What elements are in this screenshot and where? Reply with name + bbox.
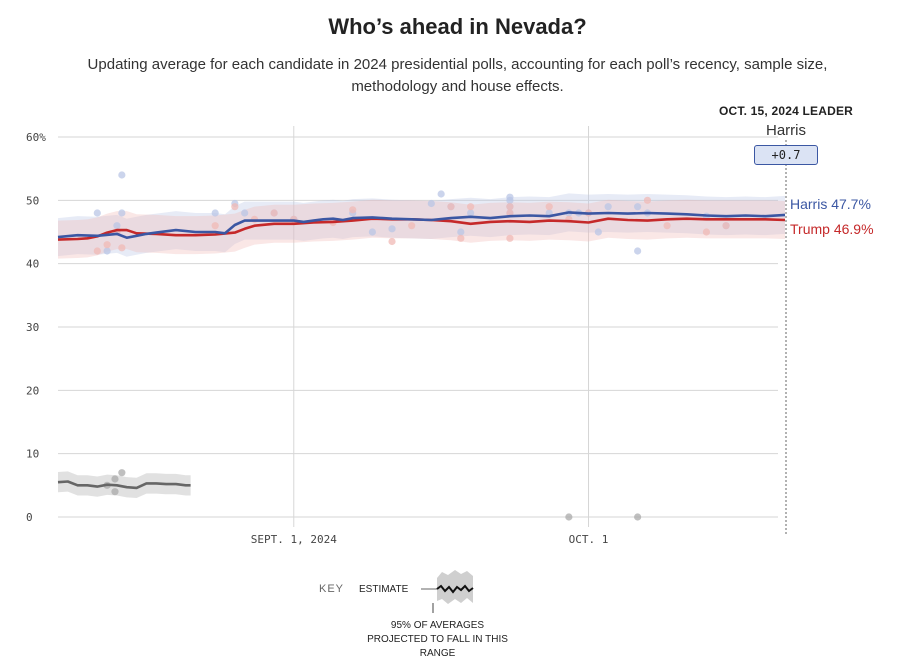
chart-subtitle: Updating average for each candidate in 2… xyxy=(87,56,828,95)
chart-title: Who’s ahead in Nevada? xyxy=(328,14,587,39)
harris-band xyxy=(58,193,785,257)
leader-heading: OCT. 15, 2024 LEADER xyxy=(718,104,854,118)
trump-poll-dot xyxy=(545,203,553,211)
y-tick-label: 30 xyxy=(26,321,39,334)
gridlines xyxy=(58,126,787,535)
harris-poll-dot xyxy=(506,193,514,201)
leader-margin-badge: +0.7 xyxy=(754,145,818,165)
trump-poll-dot xyxy=(506,209,514,217)
other-poll-dot xyxy=(111,475,119,483)
trump-poll-dot xyxy=(506,203,514,211)
trump-poll-dot xyxy=(447,203,455,211)
harris-poll-dot xyxy=(427,199,435,208)
other-band xyxy=(58,471,191,498)
average-lines xyxy=(57,211,786,490)
legend-key-graphic xyxy=(421,570,474,613)
other-average-line xyxy=(57,480,191,490)
harris-poll-dot xyxy=(437,190,445,198)
trump-poll-dot xyxy=(506,234,514,242)
other-poll-dot xyxy=(118,469,126,477)
trump-poll-dot xyxy=(388,237,396,246)
harris-poll-dot xyxy=(388,225,396,233)
x-tick-label: SEPT. 1, 2024 xyxy=(251,533,337,546)
other-poll-dot xyxy=(111,488,119,496)
y-tick-label: 40 xyxy=(26,258,39,271)
y-tick-label: 50 xyxy=(26,194,39,207)
uncertainty-bands xyxy=(58,193,785,498)
trump-poll-dot xyxy=(211,222,219,230)
harris-poll-dot xyxy=(604,203,612,211)
trump-poll-dot xyxy=(103,241,111,249)
harris-poll-dot xyxy=(211,209,219,217)
trump-poll-dot xyxy=(349,206,357,214)
trump-poll-dot xyxy=(702,228,711,236)
key-range-band xyxy=(437,570,473,604)
trump-poll-dot xyxy=(643,196,652,204)
axis-labels: 0 10 20 30 40 50 60% SEPT. 1, 2024 OCT. 1 xyxy=(26,131,608,546)
leader-name: Harris xyxy=(766,122,806,139)
harris-poll-dot xyxy=(93,209,101,217)
harris-poll-dot xyxy=(634,247,642,255)
trump-poll-dot xyxy=(231,203,239,211)
trump-poll-dot xyxy=(457,234,465,242)
harris-poll-dot xyxy=(113,222,121,230)
harris-poll-dot xyxy=(241,209,249,217)
harris-end-label: Harris 47.7% xyxy=(790,196,871,212)
x-tick-label: OCT. 1 xyxy=(569,533,609,546)
trump-poll-dot xyxy=(270,209,278,217)
harris-poll-dot xyxy=(368,228,376,236)
key-estimate-label: ESTIMATE xyxy=(359,584,409,595)
other-poll-dot xyxy=(634,513,642,521)
y-tick-label: 60% xyxy=(26,131,46,144)
trump-poll-dot xyxy=(467,203,475,211)
harris-poll-dot xyxy=(103,247,111,255)
harris-poll-dot xyxy=(594,228,602,236)
trump-band xyxy=(58,199,785,259)
harris-poll-dot xyxy=(118,209,126,217)
trump-poll-dot xyxy=(663,222,671,230)
key-estimate-line xyxy=(436,584,474,594)
harris-poll-dot xyxy=(118,171,126,179)
harris-average-line xyxy=(57,211,786,239)
trump-end-label: Trump 46.9% xyxy=(790,221,874,237)
trump-poll-dot xyxy=(408,222,416,230)
trump-poll-dot xyxy=(93,247,101,255)
y-tick-label: 20 xyxy=(26,384,39,397)
harris-poll-dot xyxy=(634,203,642,211)
key-range-note: 95% OF AVERAGES PROJECTED TO FALL IN THI… xyxy=(367,620,508,659)
key-label: KEY xyxy=(319,583,345,595)
harris-poll-dot xyxy=(457,228,465,236)
trump-poll-dot xyxy=(722,222,730,230)
y-tick-label: 10 xyxy=(26,448,39,461)
trump-poll-dot xyxy=(118,244,126,252)
other-poll-dot xyxy=(565,513,573,521)
harris-poll-dot xyxy=(467,209,475,217)
y-tick-label: 0 xyxy=(26,511,33,524)
